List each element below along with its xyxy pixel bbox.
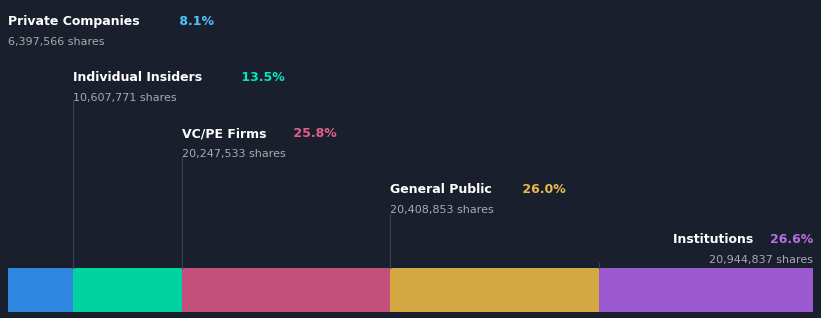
Bar — [8, 268, 73, 312]
Text: 26.6%: 26.6% — [769, 233, 813, 246]
Text: Private Companies: Private Companies — [8, 15, 140, 28]
Text: Institutions: Institutions — [673, 233, 758, 246]
Text: 20,408,853 shares: 20,408,853 shares — [390, 205, 493, 215]
Bar — [182, 268, 390, 312]
Bar — [599, 268, 813, 312]
Text: VC/PE Firms: VC/PE Firms — [182, 127, 267, 140]
Text: 6,397,566 shares: 6,397,566 shares — [8, 37, 105, 47]
Text: 25.8%: 25.8% — [289, 127, 337, 140]
Text: Individual Insiders: Individual Insiders — [73, 71, 203, 84]
Text: 20,944,837 shares: 20,944,837 shares — [709, 255, 813, 265]
Bar — [73, 268, 182, 312]
Text: 20,247,533 shares: 20,247,533 shares — [182, 149, 286, 159]
Text: 13.5%: 13.5% — [236, 71, 284, 84]
Text: 26.0%: 26.0% — [518, 183, 566, 197]
Text: General Public: General Public — [390, 183, 491, 197]
Text: 8.1%: 8.1% — [175, 15, 213, 28]
Text: 10,607,771 shares: 10,607,771 shares — [73, 93, 177, 103]
Bar — [390, 268, 599, 312]
